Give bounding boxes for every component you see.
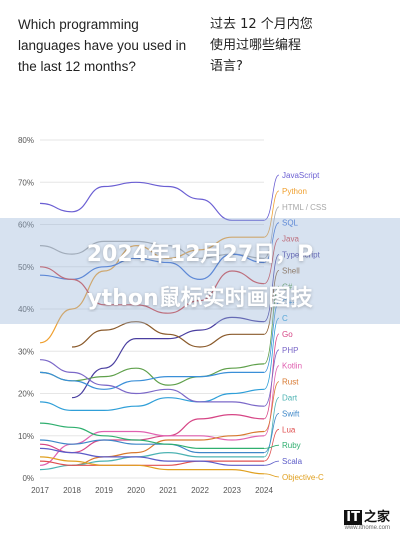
legend-label: Dart — [282, 394, 298, 403]
y-tick-label: 10% — [18, 432, 34, 441]
legend-connector — [263, 206, 280, 259]
series-line-c — [39, 388, 265, 411]
series-line-python — [39, 236, 264, 344]
legend-label: PHP — [282, 346, 298, 355]
y-tick-label: 40% — [18, 305, 34, 314]
legend-label: C# — [282, 282, 293, 291]
series-line-typescript — [71, 316, 265, 399]
x-tick-label: 2024 — [255, 486, 273, 495]
legend-label: C++ — [282, 298, 297, 307]
x-tick-label: 2018 — [63, 486, 81, 495]
y-tick-label: 80% — [18, 136, 34, 145]
legend-label: C — [282, 314, 288, 323]
series-line-php — [39, 359, 265, 407]
legend-label: Swift — [282, 409, 300, 418]
legend-label: Shell — [282, 266, 300, 275]
x-tick-label: 2023 — [223, 486, 241, 495]
legend-connector — [263, 174, 280, 221]
legend-connector — [263, 381, 280, 432]
legend-connector — [263, 254, 280, 323]
x-tick-label: 2021 — [159, 486, 177, 495]
legend-connector — [263, 397, 280, 458]
overlay-line-2: ython鼠标实时画图技 — [87, 286, 313, 311]
logo-name: 之家 — [363, 510, 390, 525]
legend-label: JavaScript — [282, 171, 320, 180]
legend-label: Python — [282, 187, 307, 196]
site-logo: IT 之家 www.ithome.com — [344, 506, 390, 531]
legend-label: Kotlin — [282, 362, 302, 371]
legend-label: Ruby — [282, 441, 301, 450]
y-tick-label: 30% — [18, 347, 34, 356]
y-axis-ticks: 0% 10% 20% 30% 40% 50% 60% 70% 80% — [18, 136, 34, 483]
series-line-lua — [39, 460, 264, 466]
y-tick-label: 50% — [18, 263, 34, 272]
logo-mark: IT — [344, 510, 362, 525]
x-tick-label: 2020 — [127, 486, 145, 495]
legend-label: Rust — [282, 378, 299, 387]
legend-label: Go — [282, 330, 293, 339]
legend-connector — [263, 365, 280, 437]
legend-label: Lua — [282, 425, 296, 434]
series-lines — [39, 181, 265, 475]
legend-connector — [263, 222, 280, 263]
y-tick-label: 20% — [18, 390, 34, 399]
legend-label: Java — [282, 235, 299, 244]
legend: JavaScript Python HTML / CSS SQL Java TypeScr… — [263, 171, 327, 482]
question-english: Which programming languages have you use… — [18, 17, 187, 74]
legend-connector — [263, 444, 280, 449]
legend-connector — [263, 413, 280, 453]
legend-connector — [263, 190, 280, 238]
y-tick-label: 60% — [18, 221, 34, 230]
legend-label: SQL — [282, 219, 299, 228]
series-line-ruby — [39, 422, 264, 449]
series-line-c- — [39, 371, 264, 390]
logo-url: www.ithome.com — [344, 525, 390, 531]
legend-connector — [263, 270, 280, 335]
y-tick-label: 0% — [22, 474, 34, 483]
legend-connector — [263, 460, 280, 466]
watermark-overlay — [0, 218, 400, 324]
series-line-sql — [39, 253, 265, 281]
legend-label: TypeScript — [282, 250, 321, 259]
legend-connector — [263, 317, 280, 390]
series-line-scala — [39, 447, 264, 466]
legend-label: Objective-C — [282, 473, 324, 482]
legend-label: Scala — [282, 457, 303, 466]
legend-connector — [263, 285, 280, 365]
y-tick-label: 70% — [18, 178, 34, 187]
legend-connector — [263, 238, 280, 285]
x-tick-label: 2017 — [31, 486, 49, 495]
x-tick-label: 2022 — [191, 486, 209, 495]
series-line-javascript — [39, 181, 264, 221]
legend-label: HTML / CSS — [282, 203, 327, 212]
legend-connector — [263, 428, 280, 462]
legend-connector — [263, 473, 280, 478]
x-axis-ticks: 2017 2018 2019 2020 2021 2022 2023 2024 — [31, 486, 273, 495]
question-chinese: 过去 12 个月内您 使用过哪些编程 语言? — [210, 17, 313, 74]
x-tick-label: 2019 — [95, 486, 113, 495]
legend-connector — [263, 349, 280, 407]
overlay-line-1: 2024年12月27日，P — [86, 242, 314, 267]
series-line-swift — [39, 439, 264, 454]
series-line-java — [39, 266, 265, 314]
line-chart: 0%10%20%30%40%50%60%70%80% 2017 2018 2019 2… — [18, 136, 327, 495]
legend-connector — [263, 301, 280, 373]
series-line-shell — [71, 321, 264, 348]
series-line-objective-c — [39, 456, 265, 475]
series-line-c- — [39, 363, 265, 386]
